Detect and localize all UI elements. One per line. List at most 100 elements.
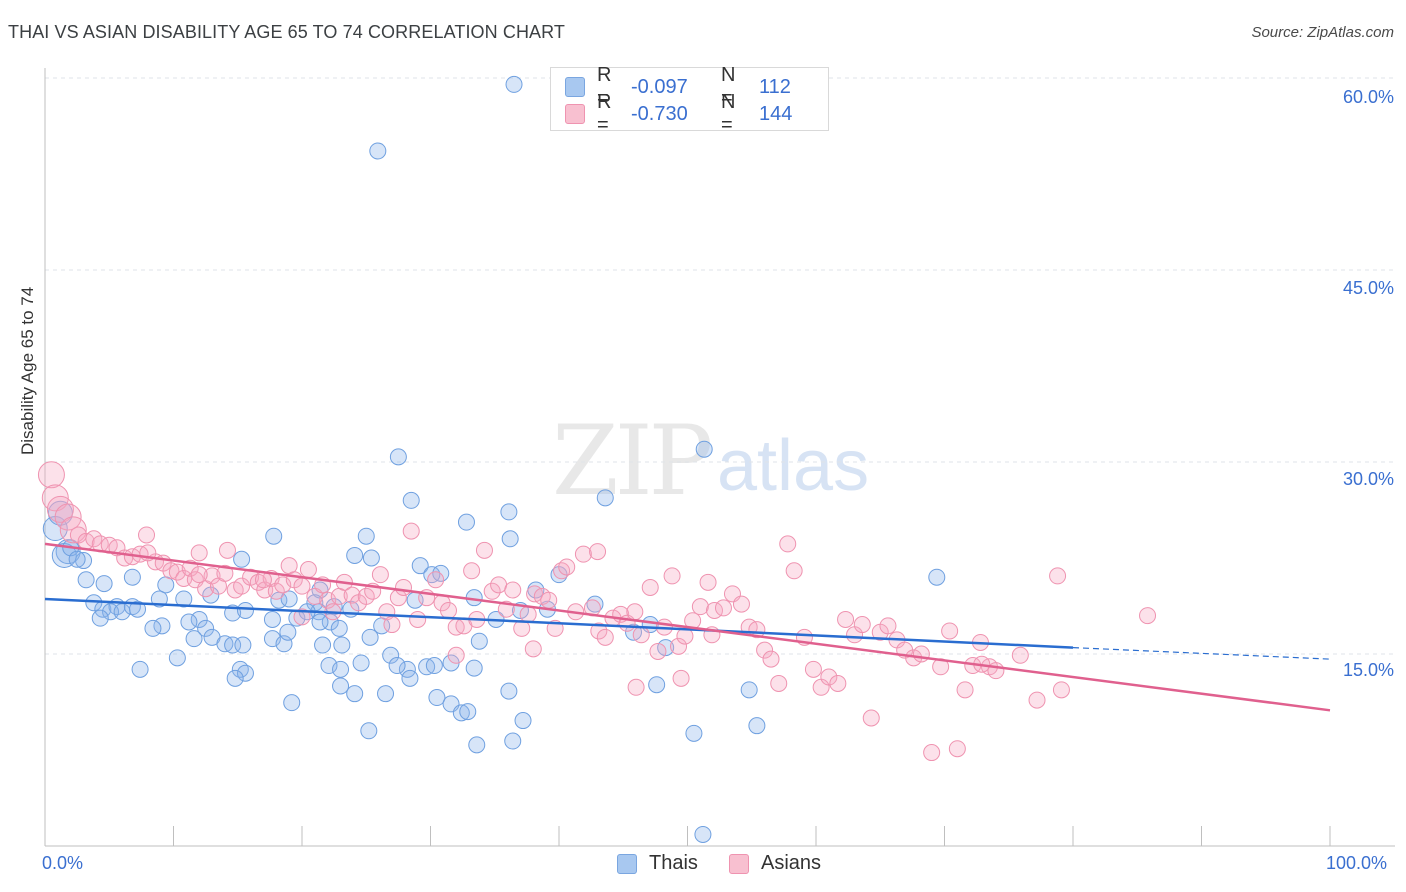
thais-point xyxy=(236,664,254,682)
thais-trend-line xyxy=(44,597,1074,649)
asians-point xyxy=(216,564,234,582)
asians-point xyxy=(672,669,690,687)
thais-point xyxy=(748,717,766,735)
thais-point xyxy=(185,630,203,648)
legend-swatch-asians xyxy=(729,853,749,874)
asians-point xyxy=(820,668,838,686)
legend-swatch-asians xyxy=(565,104,585,124)
asians-point xyxy=(853,616,871,634)
legend-r-value: -0.097 xyxy=(631,75,688,98)
thais-point xyxy=(332,677,350,695)
thais-point xyxy=(369,142,387,160)
thais-point xyxy=(190,610,208,628)
stats-legend: R = -0.097 N = 112 R = -0.730 N = 144 xyxy=(550,64,829,136)
thais-point xyxy=(428,689,446,707)
thais-point xyxy=(280,590,298,608)
thais-point xyxy=(180,613,198,631)
thais-point xyxy=(346,685,364,703)
legend-n-label: N = xyxy=(721,91,736,136)
source-label: Source: ZipAtlas.com xyxy=(1251,24,1394,41)
legend-swatch-thais xyxy=(565,77,585,97)
asians-point xyxy=(267,582,285,600)
series-asians xyxy=(37,461,1157,762)
asians-point xyxy=(829,674,847,692)
asians-point xyxy=(589,543,607,561)
series-legend: Thais Asians xyxy=(0,852,1406,876)
thais-trend-extension xyxy=(1072,647,1331,660)
asians-point xyxy=(524,640,542,658)
asians-point xyxy=(1052,681,1070,699)
thais-point xyxy=(657,639,675,657)
asians-point xyxy=(670,637,688,655)
asians-point xyxy=(596,628,614,646)
asians-point xyxy=(475,541,493,559)
asians-point xyxy=(649,642,667,660)
asians-point xyxy=(402,522,420,540)
thais-point xyxy=(168,649,186,667)
asians-point xyxy=(574,545,592,563)
thais-point xyxy=(352,654,370,672)
thais-point xyxy=(505,75,523,93)
thais-point xyxy=(388,657,406,675)
asians-point xyxy=(732,595,750,613)
asians-point xyxy=(190,566,208,584)
legend-n-value: 144 xyxy=(759,102,793,125)
asians-point xyxy=(293,577,311,595)
thais-point xyxy=(123,568,141,586)
thais-point xyxy=(346,546,364,564)
trend-lines xyxy=(44,542,1331,712)
legend-r-value: -0.730 xyxy=(631,102,688,125)
legend-swatch-thais xyxy=(617,853,637,874)
asians-point xyxy=(540,591,558,609)
thais-point xyxy=(95,575,113,593)
asians-point xyxy=(762,650,780,668)
series-thais xyxy=(42,75,946,843)
thais-point xyxy=(459,703,477,721)
thais-point xyxy=(357,527,375,545)
asians-point xyxy=(1049,567,1067,585)
legend-item-asians[interactable]: Asians xyxy=(729,852,821,875)
asians-point xyxy=(1011,646,1029,664)
thais-point xyxy=(596,489,614,507)
thais-point xyxy=(362,549,380,567)
y-tick-label-60: 60.0% xyxy=(1342,87,1394,107)
watermark-atlas: atlas xyxy=(717,426,870,506)
thais-point xyxy=(411,557,429,575)
asians-trend-line xyxy=(44,542,1331,712)
thais-point xyxy=(500,503,518,521)
asians-point xyxy=(837,610,855,628)
asians-point xyxy=(299,561,317,579)
legend-r-label: R = xyxy=(597,64,612,109)
asians-point xyxy=(626,603,644,621)
legend-item-thais[interactable]: Thais xyxy=(617,852,698,875)
thais-point xyxy=(330,619,348,637)
thais-point xyxy=(144,619,162,637)
thais-point xyxy=(465,659,483,677)
asians-point xyxy=(1139,607,1157,625)
asians-point xyxy=(879,617,897,635)
legend-r-label: R = xyxy=(597,91,612,136)
asians-point xyxy=(46,495,74,523)
thais-point xyxy=(360,722,378,740)
asians-point xyxy=(504,581,522,599)
thais-point xyxy=(468,736,486,754)
thais-point xyxy=(425,657,443,675)
asians-point xyxy=(663,567,681,585)
asians-point xyxy=(383,616,401,634)
thais-point xyxy=(311,613,329,631)
asians-point xyxy=(519,605,537,623)
asians-point xyxy=(483,582,501,600)
legend-label-thais: Thais xyxy=(649,852,698,874)
thais-point xyxy=(131,660,149,678)
gridlines xyxy=(45,77,1395,655)
asians-point xyxy=(641,578,659,596)
x-tick-label-min: 0.0% xyxy=(42,853,84,873)
thais-point xyxy=(470,632,488,650)
asians-point xyxy=(779,535,797,553)
thais-point xyxy=(333,636,351,654)
thais-point xyxy=(500,682,518,700)
thais-point xyxy=(382,646,400,664)
asians-point xyxy=(770,674,788,692)
y-tick-label-30: 30.0% xyxy=(1342,469,1394,489)
thais-point xyxy=(402,491,420,509)
